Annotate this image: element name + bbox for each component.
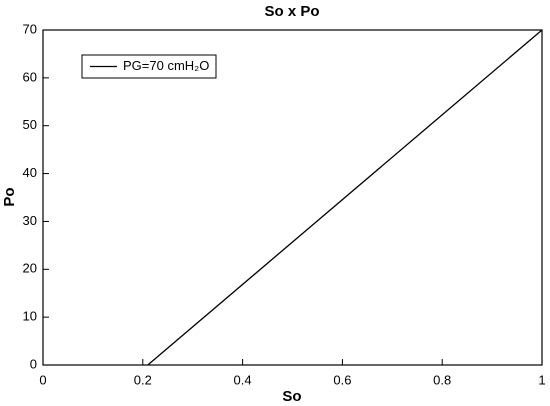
plot-frame [42,29,543,366]
chart-title: So x Po [264,3,319,20]
y-tick-label: 10 [23,309,37,324]
y-tick-label: 20 [23,261,37,276]
y-tick-label: 30 [23,213,37,228]
y-tick-label: 70 [23,21,37,36]
legend-label: PG=70 cmH₂O [123,58,209,73]
x-tick-label: 0.4 [234,372,252,387]
series-line [147,29,543,366]
y-tick-label: 60 [23,69,37,84]
y-tick-label: 40 [23,165,37,180]
y-tick-label: 0 [30,356,37,371]
y-axis-label: Po [1,187,18,206]
x-tick-label: 1 [538,372,545,387]
x-tick-label: 0 [39,372,46,387]
legend-box [81,54,217,79]
x-axis-label: So [282,388,301,405]
y-tick-label: 50 [23,117,37,132]
x-tick-label: 0.8 [433,372,451,387]
x-tick-label: 0.2 [134,372,152,387]
x-tick-label: 0.6 [333,372,351,387]
